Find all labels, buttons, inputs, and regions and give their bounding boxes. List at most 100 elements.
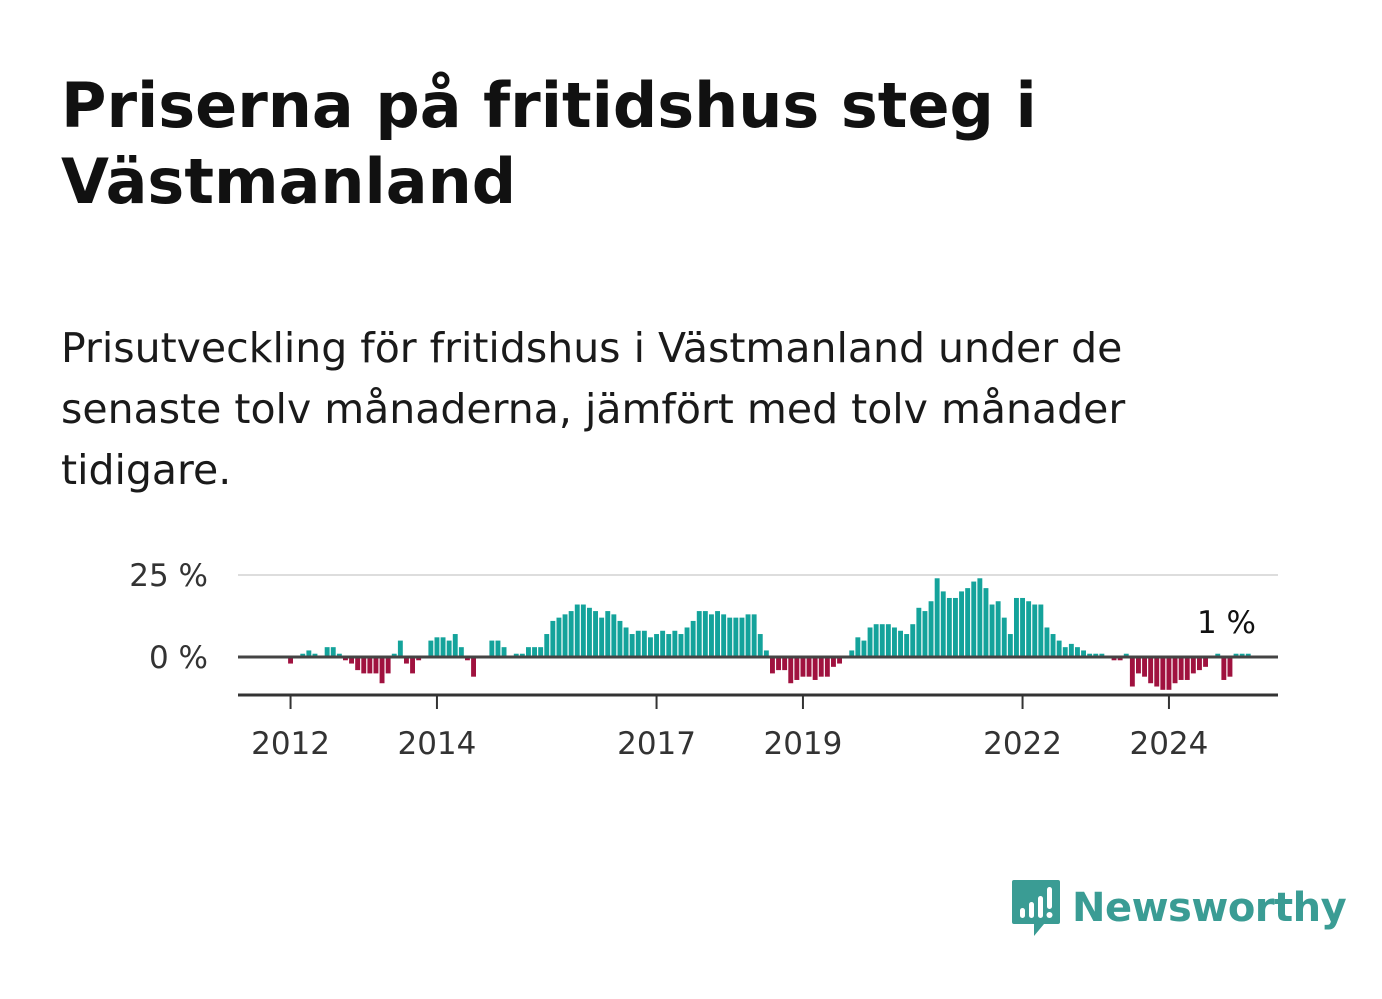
bar — [605, 611, 611, 657]
x-tick-label: 2022 — [983, 726, 1062, 762]
bar — [782, 657, 788, 671]
bar — [800, 657, 806, 677]
x-tick-label: 2024 — [1129, 726, 1208, 762]
bar — [1142, 657, 1147, 677]
bar — [336, 653, 342, 657]
bar — [452, 634, 458, 657]
bar — [324, 647, 330, 657]
bar — [672, 630, 678, 657]
y-tick-label: 0 % — [149, 640, 208, 676]
bar — [867, 627, 873, 657]
bar — [397, 640, 403, 657]
bar — [1026, 601, 1032, 657]
newsworthy-chart-bubble-icon — [1012, 880, 1060, 936]
bar — [519, 653, 525, 657]
x-tick-label: 2014 — [397, 726, 476, 762]
bar — [1245, 653, 1251, 657]
bar — [538, 647, 544, 657]
chart-subtitle: Prisutveckling för fritidshus i Västmanl… — [61, 324, 1126, 494]
bar — [629, 634, 635, 657]
x-tick-label: 2017 — [617, 726, 696, 762]
bar — [776, 657, 781, 671]
bar — [1099, 653, 1105, 657]
bar — [702, 611, 708, 657]
bar — [855, 637, 861, 657]
bar — [757, 634, 763, 657]
bar — [306, 650, 312, 657]
bar — [824, 657, 830, 677]
bar — [885, 624, 891, 657]
bar — [623, 627, 629, 657]
tick-labels: 25 % 0 % 2012 2014 2017 2019 2022 2024 1 % — [129, 558, 1256, 762]
bar — [770, 657, 775, 674]
bar — [1014, 597, 1019, 657]
bar — [501, 647, 507, 657]
bar — [1215, 653, 1221, 657]
bar — [1020, 597, 1025, 657]
bar — [666, 634, 672, 657]
bar — [1117, 657, 1123, 661]
bar — [648, 637, 653, 657]
bar — [1239, 653, 1245, 657]
bar — [1087, 653, 1093, 657]
y-tick-label: 25 % — [129, 558, 208, 594]
bar — [733, 617, 739, 657]
bar — [727, 617, 733, 657]
bar — [513, 653, 519, 657]
bar — [739, 617, 745, 657]
bar — [1007, 634, 1013, 657]
bar — [1166, 657, 1172, 690]
bar — [660, 630, 666, 657]
bar — [1001, 617, 1007, 657]
bar — [550, 620, 556, 657]
bar — [489, 640, 495, 657]
bar — [751, 614, 757, 657]
bar — [379, 657, 385, 684]
bar — [611, 614, 617, 657]
bar — [995, 601, 1001, 657]
bar — [1197, 657, 1202, 671]
bar — [465, 657, 470, 661]
bar — [690, 620, 696, 657]
bar — [989, 604, 995, 657]
bar — [849, 650, 855, 657]
bar — [556, 617, 562, 657]
last-value-label: 1 % — [1197, 605, 1256, 641]
bar — [349, 657, 354, 664]
bar — [916, 607, 922, 657]
bar — [861, 640, 867, 657]
bar — [965, 588, 971, 657]
bar — [983, 588, 989, 657]
bar — [831, 657, 836, 667]
bar — [806, 657, 812, 677]
bar — [1227, 657, 1233, 677]
bar — [568, 611, 574, 657]
bar — [1111, 657, 1117, 661]
bar — [391, 653, 397, 657]
bar — [1032, 604, 1038, 657]
bar — [709, 614, 714, 657]
bar — [404, 657, 409, 664]
bar — [892, 627, 897, 657]
bar — [678, 634, 684, 657]
bar — [635, 630, 641, 657]
bar — [526, 647, 531, 657]
bar — [977, 578, 983, 657]
bar — [330, 647, 336, 657]
x-tick-label: 2019 — [763, 726, 842, 762]
bar — [446, 640, 452, 657]
bar — [617, 620, 623, 657]
bar — [574, 604, 580, 657]
bar — [818, 657, 824, 677]
bar — [385, 657, 391, 674]
bar — [367, 657, 373, 674]
bar — [440, 637, 446, 657]
bar — [946, 597, 952, 657]
bar — [312, 653, 318, 657]
bar — [428, 640, 434, 657]
bar — [721, 614, 727, 657]
bar — [1044, 627, 1050, 657]
bar — [745, 614, 751, 657]
bar — [1233, 653, 1239, 657]
bar — [593, 611, 598, 657]
